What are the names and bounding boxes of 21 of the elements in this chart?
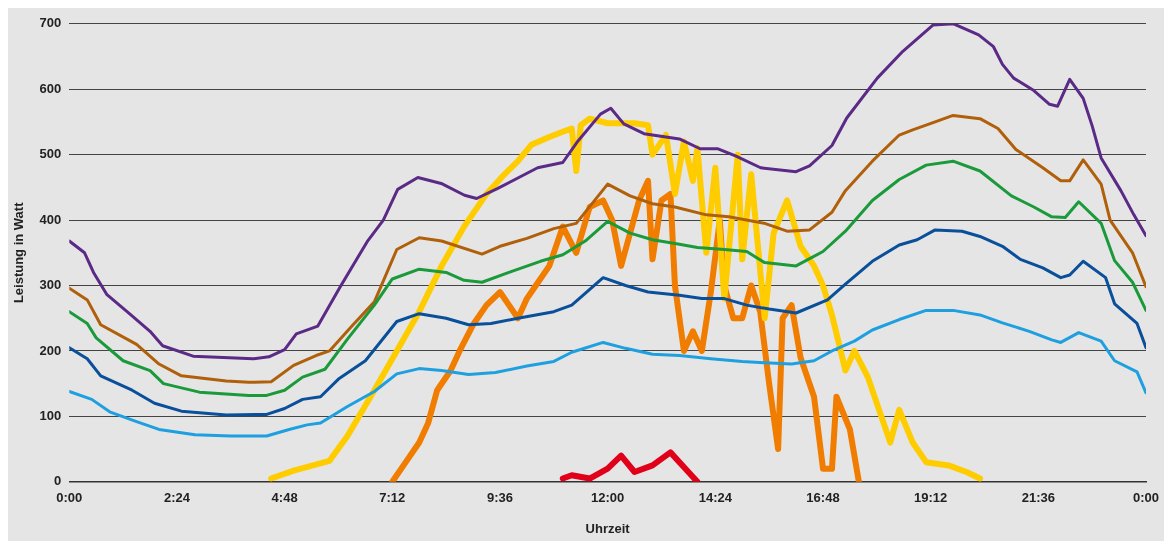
x-tick-label: 0:00 [1132, 490, 1160, 506]
y-tick-label: 400 [39, 211, 62, 227]
x-tick-label: 9:36 [486, 490, 513, 506]
x-tick-label: 0:00 [56, 490, 83, 506]
x-tick-label: 4:48 [271, 490, 298, 506]
x-tick-label: 21:36 [1021, 490, 1055, 506]
y-tick-label: 300 [39, 277, 62, 293]
y-tick-label: 700 [39, 15, 62, 31]
x-tick-label: 7:12 [379, 490, 406, 506]
x-tick-label: 14:24 [698, 490, 733, 506]
y-axis-title: Leistung in Watt [11, 201, 27, 304]
y-tick-label: 200 [39, 342, 62, 358]
y-tick-label: 0 [54, 473, 62, 489]
x-axis-title: Uhrzeit [585, 520, 631, 536]
y-tick-label: 500 [39, 146, 62, 162]
x-tick-label: 12:00 [591, 490, 625, 506]
x-tick-label: 2:24 [163, 490, 191, 506]
y-tick-label: 600 [39, 80, 62, 96]
x-tick-label: 16:48 [806, 490, 840, 506]
y-tick-label: 100 [39, 407, 62, 423]
x-tick-label: 19:12 [914, 490, 948, 506]
